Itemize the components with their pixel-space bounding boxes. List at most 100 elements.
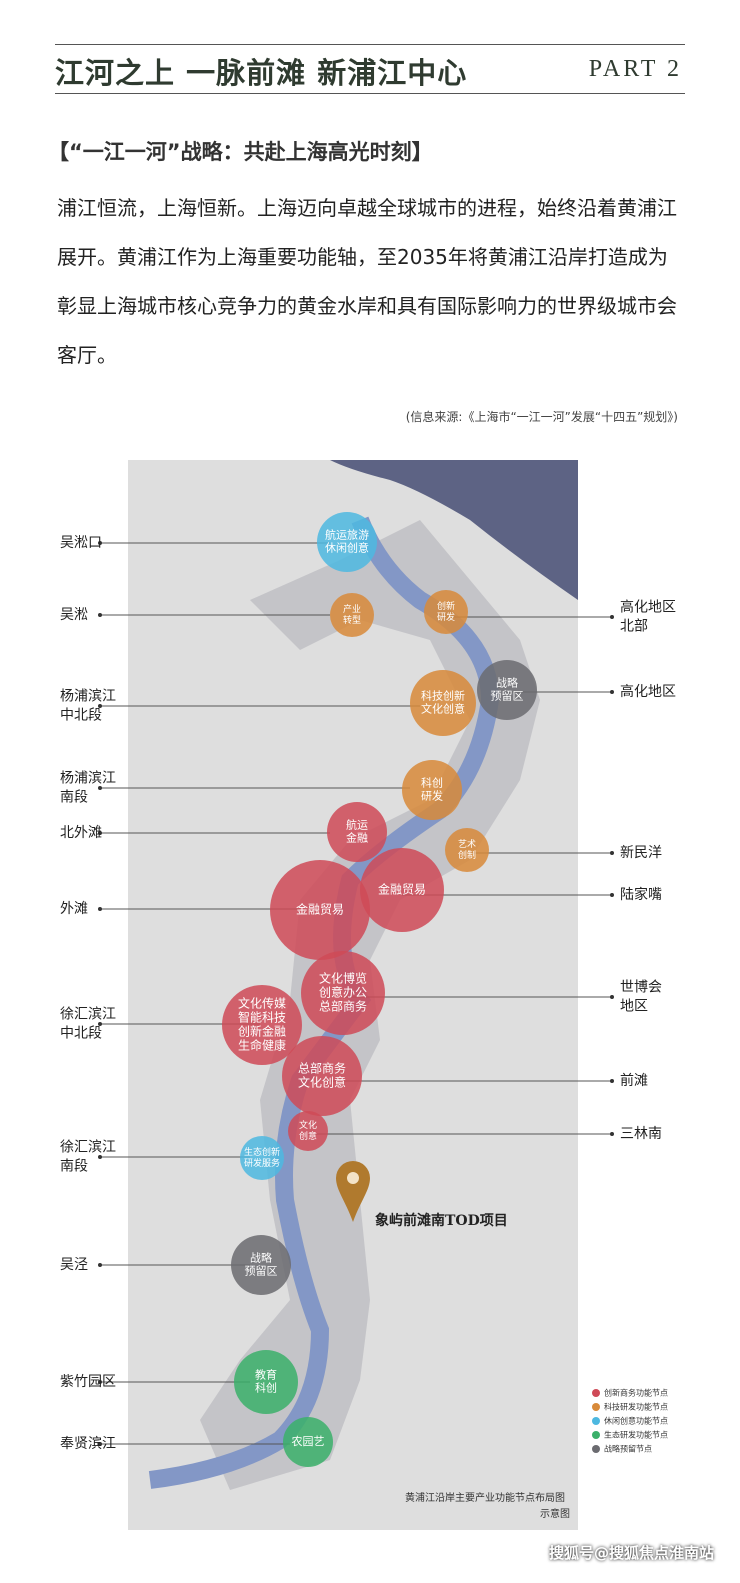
leader-dot <box>98 786 102 790</box>
map: 吴淞口吴淞杨浦滨江中北段杨浦滨江南段北外滩外滩徐汇滨江中北段徐汇滨江南段吴泾紫竹… <box>60 460 676 1530</box>
node-label: 文化 <box>299 1119 317 1131</box>
node-label: 研发 <box>421 789 443 803</box>
node-label: 总部商务 <box>298 1061 346 1076</box>
leader-dot <box>610 851 614 855</box>
node-label: 科创 <box>255 1381 277 1395</box>
node <box>445 828 489 872</box>
right-label: 三林南 <box>620 1126 662 1142</box>
node <box>301 951 385 1035</box>
legend-dot <box>592 1417 600 1425</box>
node-label: 文化创意 <box>298 1075 346 1090</box>
title: 江河之上 一脉前滩 新浦江中心 <box>55 56 468 90</box>
pin-hole <box>347 1172 359 1184</box>
left-label: 南段 <box>60 790 88 806</box>
legend-label: 战略预留节点 <box>604 1444 652 1454</box>
node-label: 航运旅游 <box>325 528 369 542</box>
node-label: 预留区 <box>491 690 524 703</box>
right-label: 世博会 <box>620 979 662 996</box>
node <box>240 1136 284 1180</box>
node-label: 金融 <box>346 831 368 845</box>
leader-dot <box>610 1132 614 1136</box>
node-label: 创意办公 <box>319 985 367 1000</box>
legend-label: 创新商务功能节点 <box>604 1388 668 1398</box>
heading: 【“一江一河”战略：共赴上海高光时刻】 <box>48 140 433 164</box>
project-label: 象屿前滩南TOD项目 <box>375 1212 508 1229</box>
leader-dot <box>98 1380 102 1384</box>
node-label: 生命健康 <box>238 1038 286 1053</box>
node-label: 智能科技 <box>238 1010 286 1025</box>
left-label: 吴淞口 <box>60 535 102 551</box>
leader-dot <box>98 704 102 708</box>
node-label: 研发服务 <box>244 1157 280 1169</box>
node-label: 产业 <box>343 603 361 615</box>
node-label: 科技创新 <box>421 689 465 703</box>
node <box>477 660 537 720</box>
left-label: 吴淞 <box>60 607 88 623</box>
node-label: 生态创新 <box>244 1146 280 1158</box>
node <box>282 1036 362 1116</box>
project-pin <box>336 1161 370 1222</box>
node <box>424 590 468 634</box>
node-label: 教育 <box>255 1368 277 1382</box>
node-label: 金融贸易 <box>296 902 344 917</box>
right-label: 陆家嘴 <box>620 886 662 903</box>
legend-label: 科技研发功能节点 <box>604 1402 668 1412</box>
left-label: 紫竹园区 <box>60 1374 116 1390</box>
left-label: 杨浦滨江 <box>60 689 116 705</box>
node-label: 转型 <box>343 614 361 626</box>
source: (信息来源:《上海市“一江一河”发展“十四五”规划》) <box>405 410 678 424</box>
left-label: 南段 <box>60 1159 88 1175</box>
leader-dot <box>610 690 614 694</box>
node-label: 农园艺 <box>292 1434 325 1448</box>
node-label: 金融贸易 <box>378 882 426 897</box>
node <box>410 670 476 736</box>
left-label: 中北段 <box>60 708 102 724</box>
watermark: 搜狐号@搜狐焦点淮南站 <box>548 1544 714 1562</box>
leader-dot <box>98 907 102 911</box>
node <box>402 760 462 820</box>
legend-dot <box>592 1389 600 1397</box>
right-label: 新民洋 <box>620 845 662 861</box>
legend-dot <box>592 1403 600 1411</box>
node <box>360 848 444 932</box>
part-label: PART 2 <box>588 56 682 82</box>
right-label: 高化地区 <box>620 599 676 616</box>
node-label: 总部商务 <box>319 999 367 1014</box>
node-label: 科创 <box>421 776 443 790</box>
node-label: 创新 <box>437 600 455 612</box>
node <box>234 1350 298 1414</box>
node-label: 文化传媒 <box>238 996 286 1011</box>
legend-label: 休闲创意功能节点 <box>604 1416 668 1426</box>
leader-dot <box>98 1022 102 1026</box>
right-label: 高化地区 <box>620 683 676 700</box>
right-label: 前滩 <box>620 1072 648 1089</box>
node <box>330 593 374 637</box>
node-label: 航运 <box>346 818 368 832</box>
node <box>327 802 387 862</box>
sea <box>330 460 578 600</box>
node <box>231 1235 291 1295</box>
node-label: 预留区 <box>245 1265 278 1278</box>
node <box>288 1111 328 1151</box>
leader-dot <box>610 1079 614 1083</box>
node-label: 文化博览 <box>319 971 367 986</box>
leader-dot <box>98 1155 102 1159</box>
leader-dot <box>610 615 614 619</box>
left-label: 北外滩 <box>60 825 102 841</box>
legend-dot <box>592 1431 600 1439</box>
node <box>283 1417 333 1467</box>
node-label: 休闲创意 <box>325 541 369 555</box>
leader-dot <box>98 613 102 617</box>
leader-dot <box>98 1442 102 1446</box>
node-label: 创制 <box>458 849 476 861</box>
bottom-rule <box>55 93 685 94</box>
node-label: 文化创意 <box>421 702 465 716</box>
node <box>270 860 370 960</box>
left-label: 中北段 <box>60 1026 102 1042</box>
leader-dot <box>98 831 102 835</box>
right-label: 地区 <box>620 999 648 1015</box>
left-label: 外滩 <box>60 901 88 917</box>
right-label: 北部 <box>620 619 648 635</box>
left-label: 徐汇滨江 <box>60 1140 116 1156</box>
